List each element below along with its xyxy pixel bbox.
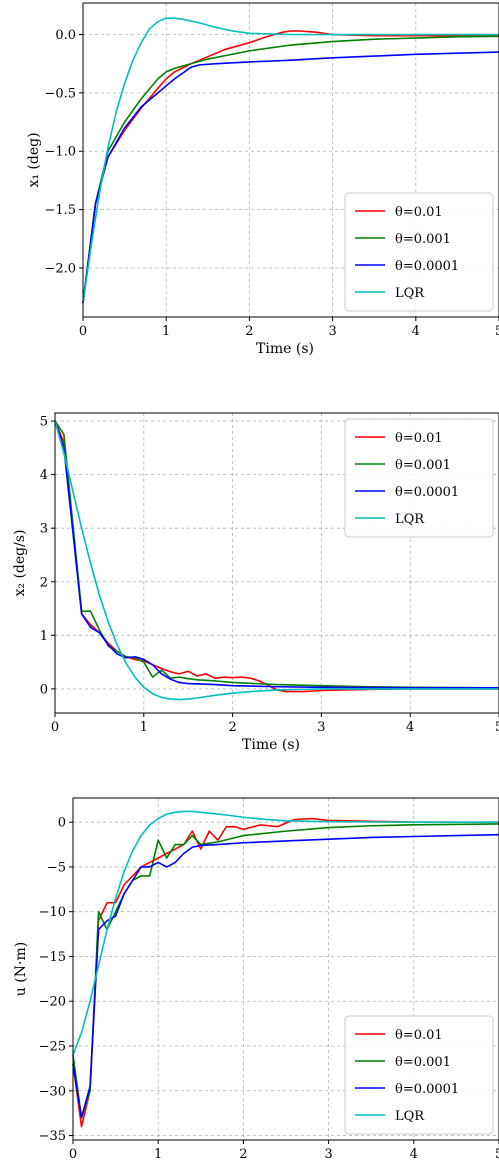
legend-label: θ=0.01	[395, 205, 443, 220]
y-tick-label: 1	[40, 629, 48, 644]
legend-box	[344, 1015, 494, 1135]
y-tick-label: 0	[40, 682, 48, 697]
x-tick-label: 1	[154, 1147, 162, 1162]
y-axis-label: x₂ (deg/s)	[12, 530, 28, 597]
legend-label: LQR	[395, 512, 425, 527]
series-line-4	[82, 17, 499, 304]
legend-box	[344, 192, 494, 312]
series-line-3	[54, 420, 499, 689]
legend-label: θ=0.0001	[395, 1082, 459, 1097]
y-tick-label: −10	[39, 905, 66, 920]
legend-box	[344, 418, 494, 538]
series-line-4	[54, 420, 499, 701]
x-tick-label: 0	[51, 720, 59, 735]
y-tick-label: 0	[58, 816, 66, 831]
x-tick-label: 5	[495, 1147, 499, 1162]
y-tick-label: 4	[40, 468, 48, 483]
legend-label: θ=0.01	[395, 1028, 443, 1043]
y-tick-label: 2	[40, 575, 48, 590]
chart-2: 012345012345Time (s)x₂ (deg/s)θ=0.01θ=0.…	[12, 412, 499, 753]
y-tick-label: −5	[47, 860, 66, 875]
y-tick-label: −25	[39, 1039, 66, 1054]
y-tick-label: −2.0	[44, 261, 76, 276]
x-tick-label: 2	[228, 720, 236, 735]
x-tick-label: 2	[239, 1147, 247, 1162]
axes-frame	[54, 412, 499, 714]
legend-label: θ=0.001	[395, 458, 451, 473]
chart-3: 0123450−5−10−15−20−25−30−35Time (s)u (N·…	[13, 797, 499, 1162]
legend: θ=0.01 θ=0.001 θ=0.0001 LQR	[344, 418, 494, 538]
y-tick-label: −30	[39, 1084, 66, 1099]
x-tick-label: 0	[79, 324, 87, 339]
y-tick-label: 3	[40, 522, 48, 537]
x-tick-label: 5	[495, 720, 499, 735]
y-axis-label: u (N·m)	[13, 942, 29, 996]
series-line-1	[54, 420, 499, 693]
x-tick-label: 1	[140, 720, 148, 735]
series-line-1	[72, 817, 499, 1128]
x-tick-label: 4	[406, 720, 414, 735]
y-tick-label: −20	[39, 995, 66, 1010]
x-tick-label: 0	[69, 1147, 77, 1162]
chart-1: 0 1 2 3 4 5 0.0 −0.5 −1.0 −1.5 −2.0 Time (s) x₁ (deg…	[26, 2, 499, 357]
x-tick-label: 3	[324, 1147, 332, 1162]
series-line-2	[54, 420, 499, 689]
legend-label: LQR	[395, 1109, 425, 1124]
y-tick-label: 5	[40, 415, 48, 430]
x-tick-label: 2	[245, 324, 253, 339]
series-line-3	[82, 51, 499, 304]
axes-frame	[82, 2, 499, 318]
x-axis-label: Time (s)	[256, 341, 314, 357]
y-tick-label: 0.0	[55, 28, 76, 43]
y-tick-label: −0.5	[44, 86, 76, 101]
series-line-2	[82, 35, 499, 304]
series-line-3	[72, 833, 499, 1119]
x-tick-label: 4	[412, 324, 420, 339]
x-tick-label: 1	[162, 324, 170, 339]
x-tick-label: 3	[328, 324, 336, 339]
x-axis-label: Time (s)	[242, 737, 300, 753]
y-tick-label: −35	[39, 1129, 66, 1144]
x-tick-label: 4	[410, 1147, 418, 1162]
legend-label: θ=0.0001	[395, 259, 459, 274]
axes-frame	[72, 797, 499, 1141]
y-axis-label: x₁ (deg)	[26, 132, 42, 187]
legend: θ=0.01 θ=0.001 θ=0.0001 LQR	[344, 192, 494, 312]
y-tick-label: −1.5	[44, 203, 76, 218]
y-tick-label: −1.0	[44, 145, 76, 160]
x-tick-label: 3	[317, 720, 325, 735]
legend-label: θ=0.01	[395, 431, 443, 446]
y-tick-label: −15	[39, 950, 66, 965]
x-tick-label: 5	[495, 324, 499, 339]
legend-label: θ=0.001	[395, 1055, 451, 1070]
legend-label: θ=0.001	[395, 232, 451, 247]
legend-label: θ=0.0001	[395, 485, 459, 500]
legend: θ=0.01 θ=0.001 θ=0.0001 LQR	[344, 1015, 494, 1135]
series-line-4	[72, 810, 499, 1056]
legend-label: LQR	[395, 286, 425, 301]
